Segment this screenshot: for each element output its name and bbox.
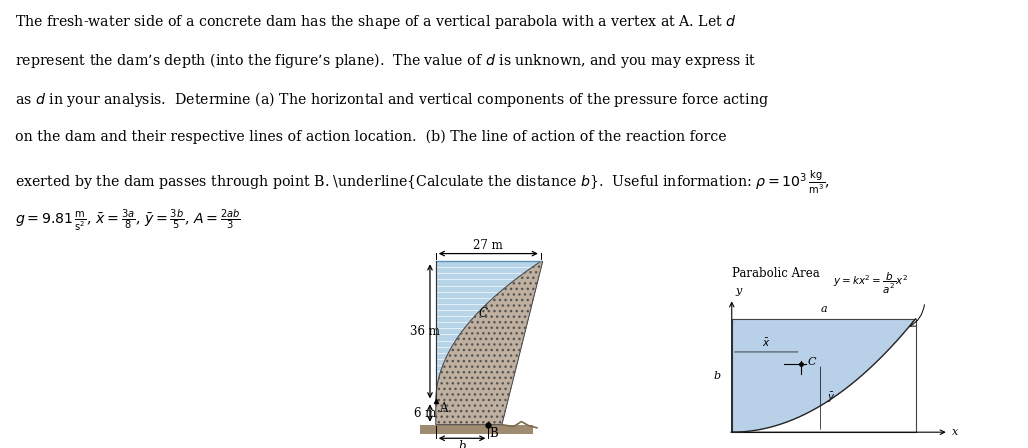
Text: b: b — [458, 440, 466, 448]
Text: y: y — [735, 286, 741, 296]
Text: on the dam and their respective lines of action location.  (b) The line of actio: on the dam and their respective lines of… — [15, 129, 727, 144]
Text: represent the dam’s depth (into the figure’s plane).  The value of $d$ is unknow: represent the dam’s depth (into the figu… — [15, 52, 757, 70]
Text: $\bar{x}$: $\bar{x}$ — [762, 337, 770, 349]
Text: exerted by the dam passes through point B. \underline{Calculate the distance $b$: exerted by the dam passes through point … — [15, 168, 831, 196]
Text: $g = 9.81\,\frac{\mathrm{m}}{\mathrm{s}^2}$, $\bar{x} = \frac{3a}{8}$, $\bar{y} : $g = 9.81\,\frac{\mathrm{m}}{\mathrm{s}^… — [15, 207, 242, 233]
Text: 36 m: 36 m — [410, 325, 440, 338]
Text: The fresh-water side of a concrete dam has the shape of a vertical parabola with: The fresh-water side of a concrete dam h… — [15, 13, 737, 30]
Text: B: B — [489, 426, 499, 439]
Text: b: b — [713, 370, 721, 380]
Text: Parabolic Area: Parabolic Area — [732, 267, 819, 280]
Polygon shape — [732, 319, 916, 432]
Polygon shape — [436, 261, 541, 401]
Text: x: x — [952, 427, 958, 437]
Text: as $d$ in your analysis.  Determine (a) The horizontal and vertical components o: as $d$ in your analysis. Determine (a) T… — [15, 90, 769, 109]
Text: A: A — [439, 402, 447, 415]
Text: 6 m: 6 m — [413, 406, 436, 419]
Text: $\bar{y}$: $\bar{y}$ — [828, 391, 836, 405]
Text: C: C — [478, 307, 487, 320]
Polygon shape — [420, 425, 533, 435]
Text: $y = kx^2 = \dfrac{b}{a^2}x^2$: $y = kx^2 = \dfrac{b}{a^2}x^2$ — [833, 271, 908, 296]
Text: 27 m: 27 m — [474, 239, 503, 252]
Bar — [732, 319, 916, 432]
Polygon shape — [436, 261, 543, 425]
Text: C: C — [808, 357, 816, 367]
Text: a: a — [820, 304, 827, 314]
